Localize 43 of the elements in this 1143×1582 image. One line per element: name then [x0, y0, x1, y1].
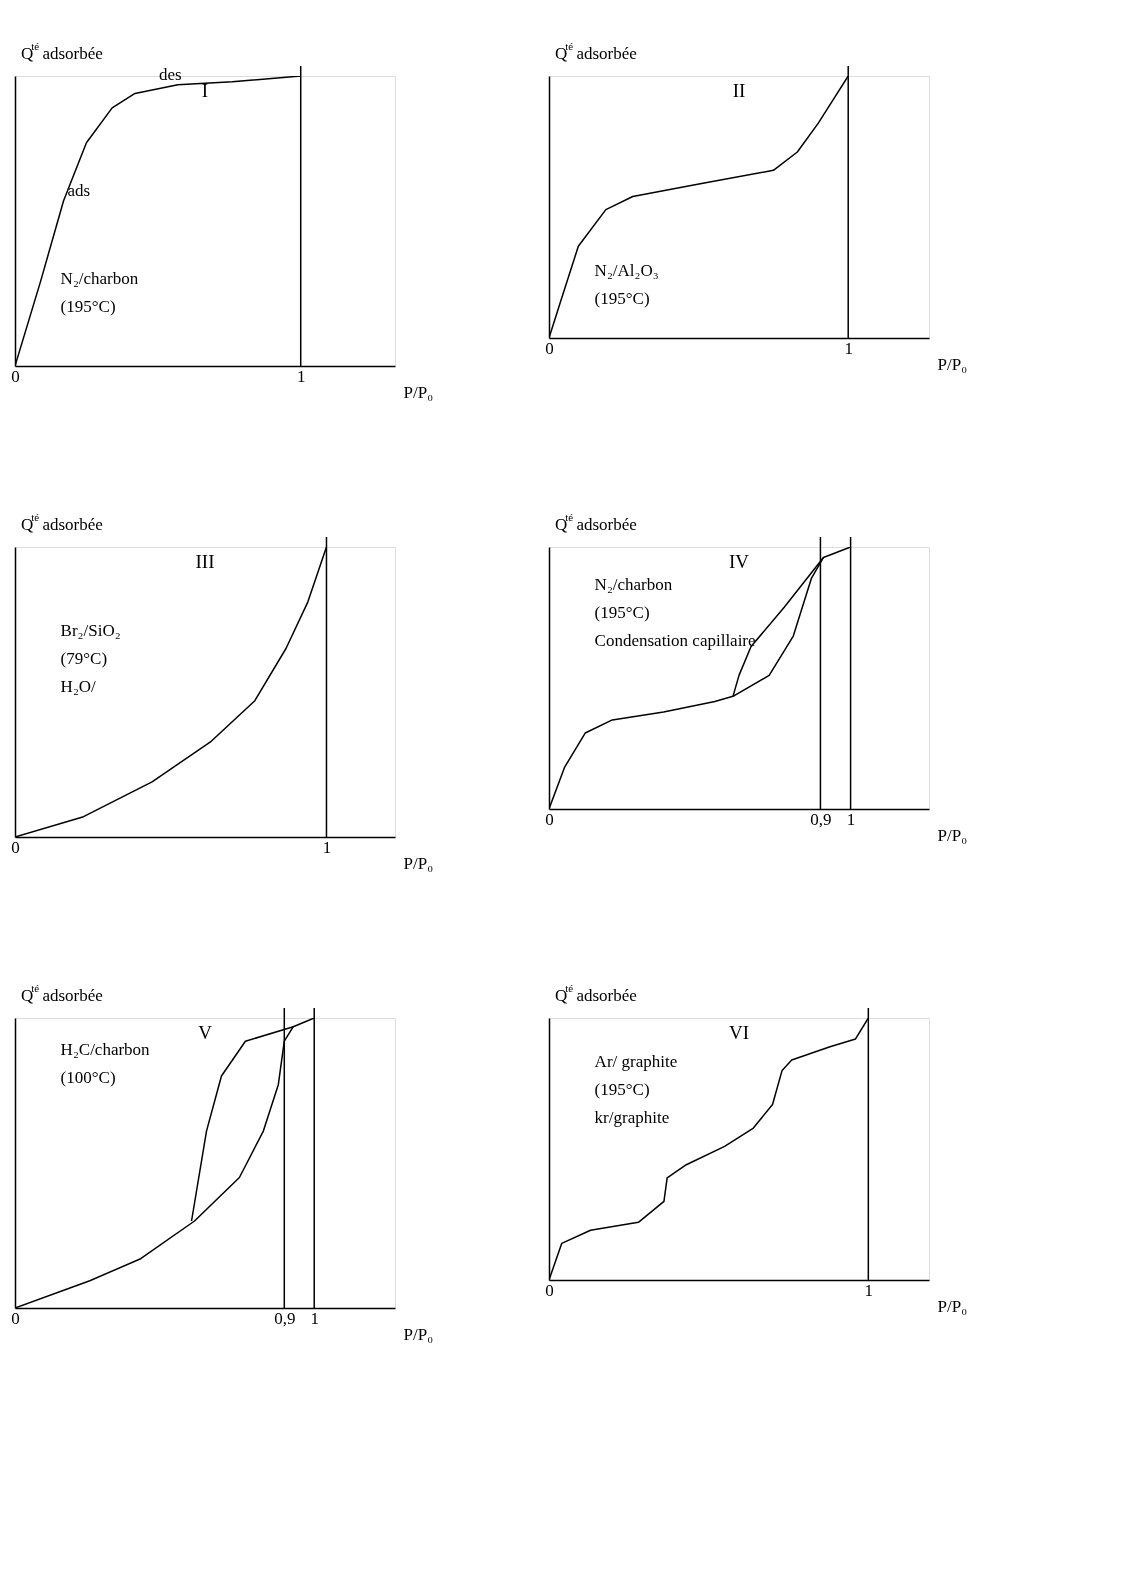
- annotation: kr/graphite: [594, 1108, 670, 1128]
- x-axis-title: P/P₀: [937, 354, 968, 374]
- annotation: (195°C): [594, 602, 650, 622]
- annotation: ads: [67, 180, 91, 200]
- x-tick-label: 0,9: [274, 1308, 296, 1328]
- x-tick-label: 0: [545, 338, 554, 358]
- chart-title: I: [201, 80, 209, 101]
- x-tick-label: 1: [322, 837, 332, 857]
- chart-title: III: [195, 551, 215, 572]
- annotation: N₂/Al₂O₃: [594, 261, 659, 281]
- x-axis-title: P/P₀: [403, 853, 434, 873]
- x-axis-title: P/P₀: [403, 382, 434, 402]
- annotation: (195°C): [594, 289, 650, 309]
- annotation: des: [159, 64, 182, 84]
- x-tick-label: 0: [11, 366, 20, 386]
- x-tick-label: 0: [11, 1308, 20, 1328]
- x-tick-label: 0,9: [810, 809, 832, 829]
- x-axis-title: P/P₀: [403, 1324, 434, 1344]
- annotation: N₂/charbon: [60, 268, 139, 288]
- annotation: (195°C): [60, 296, 116, 316]
- annotation: N₂/charbon: [594, 574, 673, 594]
- annotation: Condensation capillaire: [594, 630, 756, 650]
- annotation: Br₂/SiO₂: [60, 621, 121, 641]
- x-tick-label: 0: [545, 1280, 554, 1300]
- x-tick-label: 1: [846, 809, 856, 829]
- x-tick-label: 0: [11, 837, 20, 857]
- x-tick-label: 1: [310, 1308, 319, 1328]
- x-tick-label: 0: [545, 809, 554, 829]
- annotation: (79°C): [60, 649, 108, 669]
- chart-title: VI: [728, 1022, 750, 1043]
- chart-title: II: [732, 80, 746, 101]
- annotation: H₂C/charbon: [60, 1040, 151, 1060]
- annotation: Ar/ graphite: [594, 1052, 678, 1072]
- annotation: (195°C): [594, 1080, 650, 1100]
- x-tick-label: 1: [296, 366, 306, 386]
- chart-title: V: [198, 1022, 213, 1043]
- x-tick-label: 1: [844, 338, 853, 358]
- x-axis-title: P/P₀: [937, 825, 968, 845]
- annotation: (100°C): [60, 1068, 116, 1088]
- x-tick-label: 1: [864, 1280, 874, 1300]
- x-axis-title: P/P₀: [937, 1296, 968, 1316]
- chart-title: IV: [728, 551, 750, 572]
- annotation: H₂O/: [60, 677, 97, 697]
